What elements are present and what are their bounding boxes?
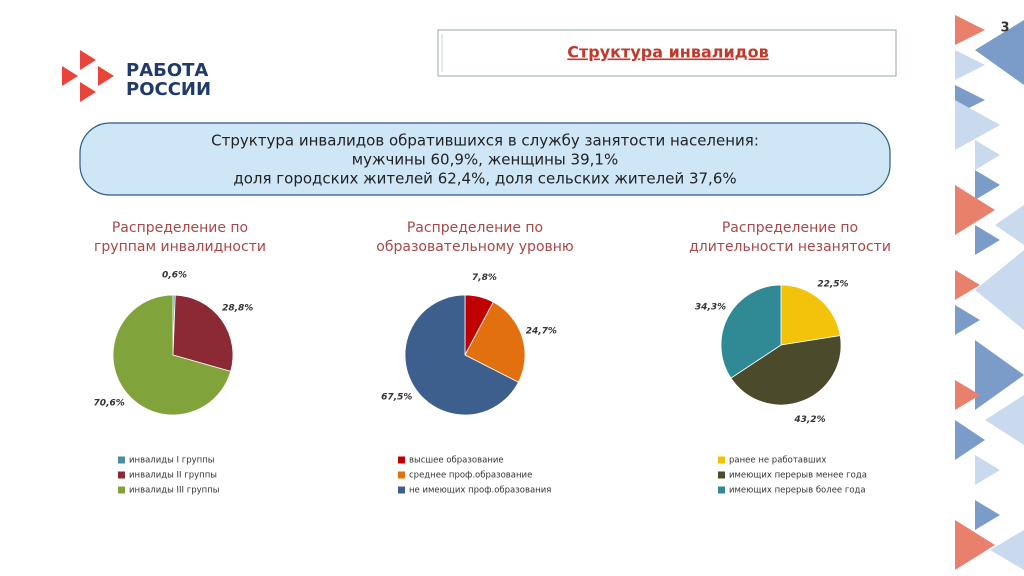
summary-line: мужчины 60,9%, женщины 39,1% [352, 151, 618, 169]
summary-line: доля городских жителей 62,4%, доля сельс… [233, 170, 736, 188]
data-label: 67,5% [381, 392, 412, 402]
legend-label: не имеющих проф.образования [409, 486, 551, 496]
pie-slice [720, 284, 782, 379]
legend-label: инвалиды I группы [129, 456, 214, 466]
legend-swatch [718, 456, 725, 464]
title-banner [437, 29, 897, 77]
chart-title: группам инвалидности [94, 239, 266, 255]
chart-title: Распределение по [722, 220, 858, 236]
page-number: 3 [1000, 21, 1009, 36]
legend-swatch [118, 471, 125, 479]
legend-swatch [398, 486, 405, 494]
data-label: 28,8% [222, 303, 253, 313]
logo-text: РОССИИ [126, 79, 211, 100]
legend-swatch [118, 456, 125, 464]
data-label: 24,7% [526, 326, 557, 336]
legend-swatch [718, 486, 725, 494]
slide-title: Структура инвалидов [567, 43, 768, 62]
legend-label: высшее образование [409, 456, 504, 466]
side-decoration [955, 15, 1024, 570]
summary-line: Структура инвалидов обратившихся в служб… [211, 132, 759, 150]
legend-label: среднее проф.образование [409, 471, 532, 481]
logo-text: РАБОТА [126, 60, 208, 81]
legend-label: имеющих перерыв более года [729, 486, 866, 496]
pie-slice [780, 284, 841, 346]
legend-swatch [398, 471, 405, 479]
legend-label: ранее не работавших [729, 456, 826, 466]
data-label: 22,5% [817, 280, 848, 290]
legend-label: инвалиды II группы [129, 471, 217, 481]
summary-box [79, 122, 891, 196]
legend-swatch [118, 486, 125, 494]
data-label: 43,2% [793, 415, 825, 425]
pie-slice [112, 294, 232, 416]
legend-label: имеющих перерыв менее года [729, 471, 867, 481]
data-label: 34,3% [695, 303, 726, 313]
chart-title: Распределение по [112, 220, 248, 236]
data-label: 70,6% [94, 399, 125, 409]
chart-title: образовательному уровню [376, 239, 574, 255]
pie-slice [730, 335, 842, 406]
data-label: 0,6% [162, 271, 187, 281]
legend-swatch [718, 471, 725, 479]
legend-swatch [398, 456, 405, 464]
legend-label: инвалиды III группы [129, 486, 220, 496]
data-label: 7,8% [472, 273, 497, 283]
logo-mark [62, 50, 114, 102]
chart-title: длительности незанятости [689, 239, 891, 255]
pie-slice [172, 294, 234, 372]
chart-title: Распределение по [407, 220, 543, 236]
pie-slice [404, 294, 519, 416]
